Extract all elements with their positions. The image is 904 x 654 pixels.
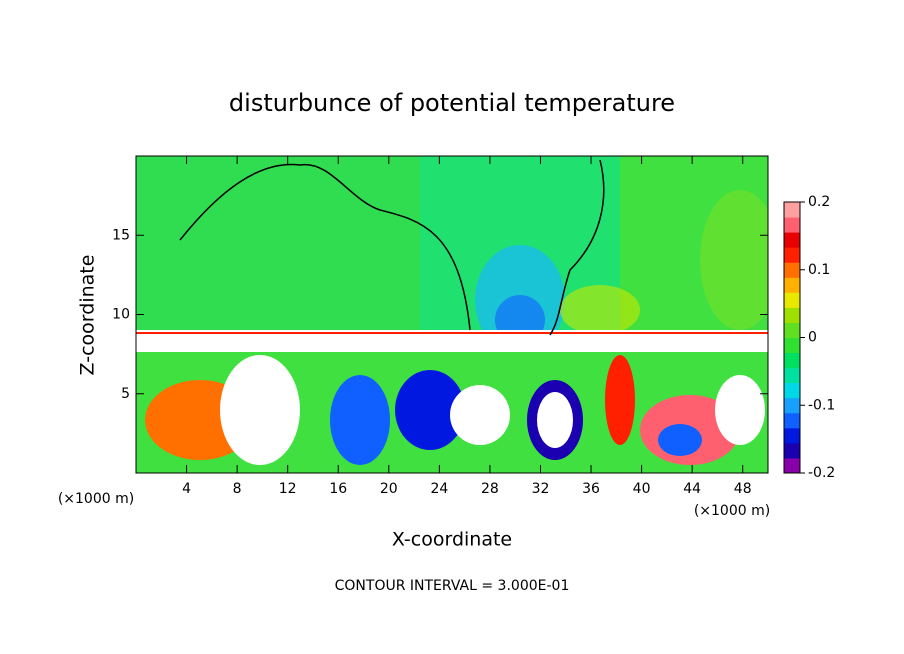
colorbar-swatch xyxy=(784,292,800,308)
colorbar-swatch xyxy=(784,412,800,429)
colorbar xyxy=(784,202,800,474)
x-tick-label: 4 xyxy=(182,481,191,497)
colorbar-swatch xyxy=(784,232,800,248)
colorbar-swatch xyxy=(784,247,800,263)
colorbar-swatch xyxy=(784,352,800,369)
x-tick-label: 48 xyxy=(734,481,752,497)
colorbar-swatch xyxy=(784,322,800,338)
colorbar-swatch xyxy=(784,442,800,459)
x-tick-label: 40 xyxy=(633,481,651,497)
x-unit: (×1000 m) xyxy=(694,503,770,519)
y-axis-label: Z-coordinate xyxy=(77,255,99,376)
colorbar-swatch xyxy=(784,397,800,414)
chart-title: disturbunce of potential temperature xyxy=(229,89,675,117)
x-tick-label: 8 xyxy=(233,481,242,497)
colorbar-tick-label: -0.2 xyxy=(808,465,835,481)
x-tick-label: 28 xyxy=(481,481,499,497)
colorbar-swatch xyxy=(784,457,800,474)
x-tick-label: 12 xyxy=(279,481,297,497)
x-tick-label: 24 xyxy=(430,481,448,497)
colorbar-tick-label: -0.1 xyxy=(808,397,835,413)
colorbar-swatch xyxy=(784,382,800,399)
x-tick-label: 32 xyxy=(532,481,550,497)
colorbar-swatch xyxy=(784,262,800,278)
colorbar-swatch xyxy=(784,217,800,233)
y-tick-label: 15 xyxy=(112,227,130,243)
field xyxy=(136,156,768,473)
colorbar-tick-label: 0.2 xyxy=(808,194,830,210)
colorbar-swatch xyxy=(784,307,800,323)
y-tick-label: 5 xyxy=(121,386,130,402)
x-tick-label: 16 xyxy=(329,481,347,497)
note: CONTOUR INTERVAL = 3.000E-01 xyxy=(335,578,570,594)
x-tick-label: 36 xyxy=(582,481,600,497)
colorbar-swatch xyxy=(784,337,800,354)
colorbar-swatch xyxy=(784,277,800,293)
x-axis-label: X-coordinate xyxy=(392,529,512,551)
y-unit: (×1000 m) xyxy=(58,491,134,507)
colorbar-swatch xyxy=(784,202,800,218)
colorbar-swatch xyxy=(784,367,800,384)
x-tick-label: 20 xyxy=(380,481,398,497)
colorbar-swatch xyxy=(784,427,800,444)
x-tick-label: 44 xyxy=(683,481,701,497)
y-tick-label: 10 xyxy=(112,307,130,323)
colorbar-tick-label: 0 xyxy=(808,330,817,346)
colorbar-tick-label: 0.1 xyxy=(808,262,830,278)
